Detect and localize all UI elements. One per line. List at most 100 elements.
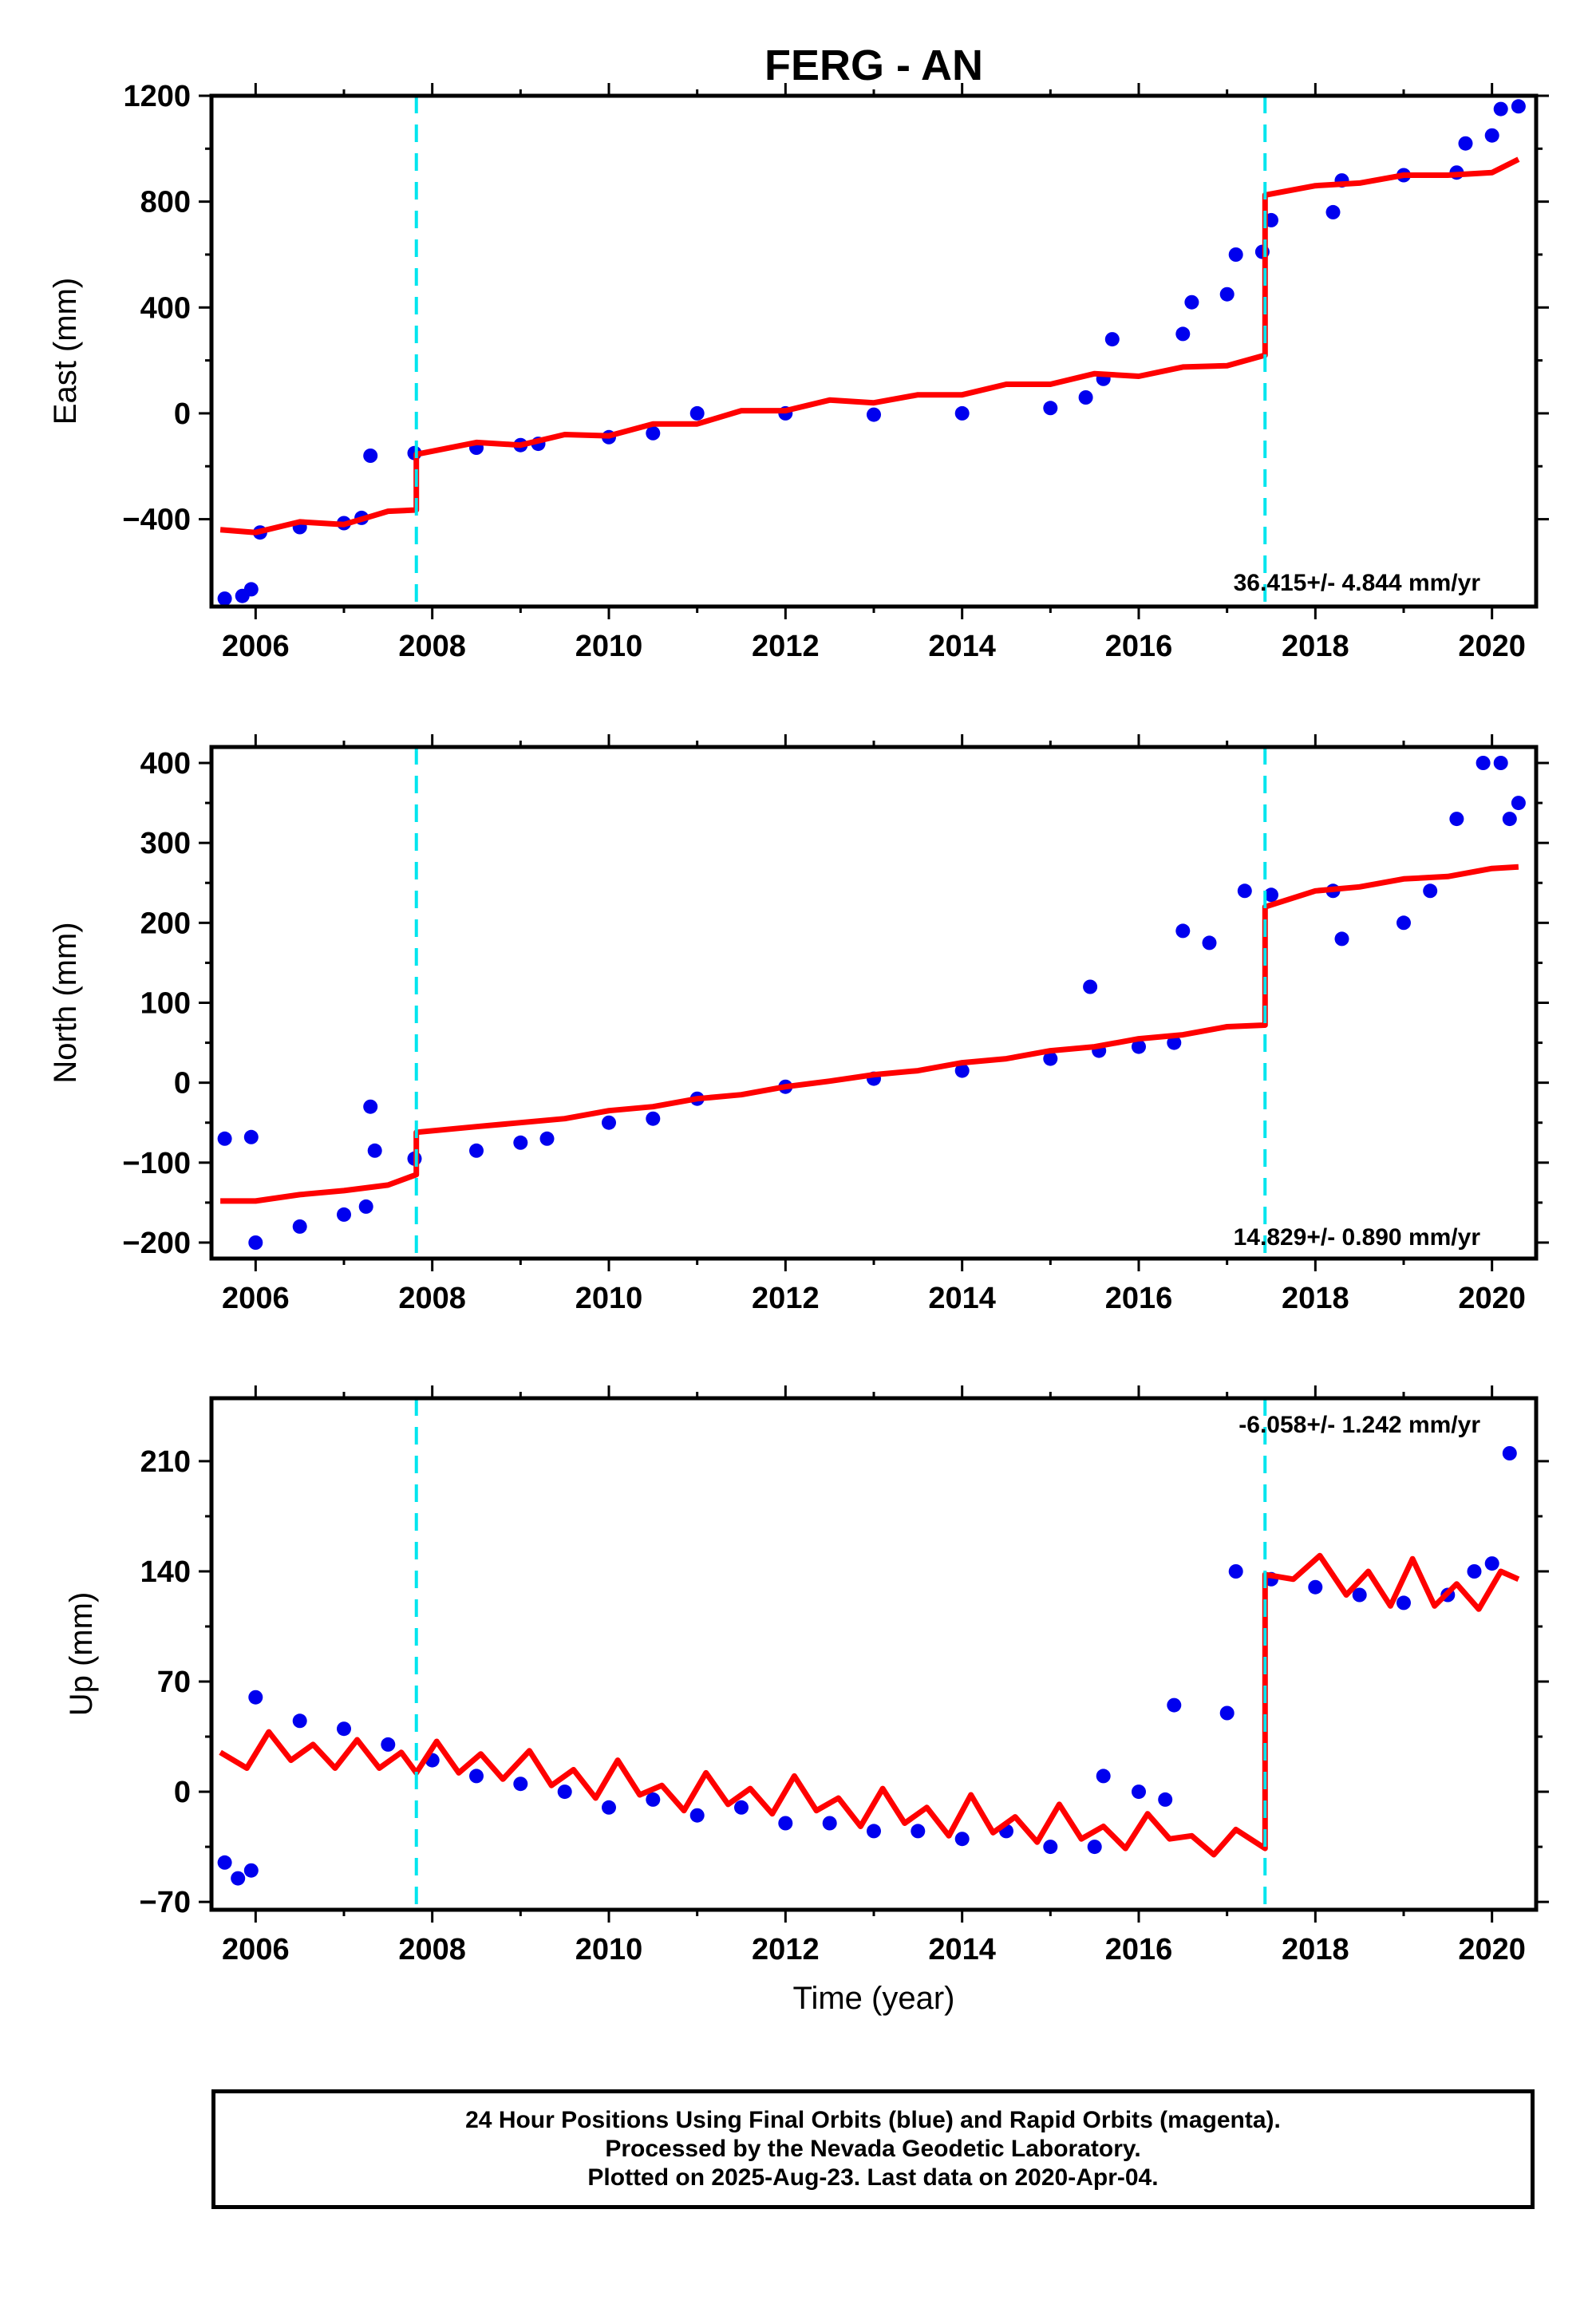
observation-point <box>367 1143 382 1158</box>
observation-point <box>1104 332 1120 347</box>
observation-point <box>248 1235 263 1250</box>
observation-point <box>513 1135 528 1150</box>
y-axis-label: East (mm) <box>48 278 83 425</box>
observation-point <box>1325 204 1341 219</box>
x-tick-label: 2020 <box>1458 1933 1526 1966</box>
x-tick-label: 2016 <box>1105 1933 1173 1966</box>
observation-point <box>1511 796 1526 811</box>
x-tick-label: 2010 <box>575 1282 643 1315</box>
y-tick-label: 0 <box>174 397 191 431</box>
y-tick-label: 800 <box>140 186 191 219</box>
x-tick-label: 2014 <box>928 1282 996 1315</box>
y-tick-label: 400 <box>140 747 191 781</box>
observation-point <box>1264 887 1278 903</box>
observation-point <box>217 1855 232 1870</box>
observation-point <box>1308 1579 1323 1595</box>
observation-point <box>778 1816 793 1831</box>
velocity-rate-label: 14.829+/- 0.890 mm/yr <box>1234 1224 1481 1251</box>
y-tick-label: 100 <box>140 987 191 1021</box>
y-tick-label: 200 <box>140 907 191 940</box>
observation-point <box>231 1871 246 1886</box>
observation-point <box>337 1721 351 1737</box>
footer-line-3: Plotted on 2025-Aug-23. Last data on 202… <box>587 2164 1159 2191</box>
x-tick-label: 2018 <box>1282 630 1349 663</box>
observation-point <box>243 1863 259 1878</box>
x-tick-label: 2020 <box>1458 630 1526 663</box>
observation-point <box>1476 756 1491 770</box>
x-tick-label: 2018 <box>1282 1282 1349 1315</box>
observation-point <box>469 1769 484 1784</box>
y-tick-label: −100 <box>122 1147 191 1180</box>
panel-3: 2006 2008 2010 2012 2014 2016 2018 2020 −70 0 70 14… <box>64 1385 1549 2016</box>
observation-point <box>1043 1840 1058 1855</box>
observation-point <box>1484 128 1499 143</box>
observation-point <box>1396 915 1411 931</box>
y-axis-label: Up (mm) <box>64 1592 99 1717</box>
observation-point <box>381 1737 396 1752</box>
x-tick-label: 2012 <box>752 630 820 663</box>
observation-point <box>646 425 661 441</box>
x-tick-label: 2016 <box>1105 630 1173 663</box>
x-tick-label: 2008 <box>398 1282 466 1315</box>
observation-point <box>1167 1035 1182 1050</box>
observation-point <box>1219 287 1235 302</box>
observation-point <box>1083 979 1098 994</box>
observation-point <box>1334 931 1349 947</box>
y-tick-label: 70 <box>157 1666 191 1699</box>
observation-point <box>1484 1556 1499 1571</box>
velocity-rate-label: -6.058+/- 1.242 mm/yr <box>1238 1412 1480 1438</box>
observation-point <box>1502 812 1517 827</box>
model-curve <box>219 1552 1520 1858</box>
model-curve <box>219 156 1520 536</box>
x-tick-label: 2016 <box>1105 1282 1173 1315</box>
x-tick-label: 2014 <box>928 1933 996 1966</box>
y-tick-label: −400 <box>122 504 191 537</box>
observation-point <box>954 405 970 421</box>
observation-point <box>513 1777 528 1792</box>
x-axis-label: Time (year) <box>793 1981 955 2016</box>
observation-point <box>363 1099 378 1114</box>
observation-point <box>217 591 232 607</box>
observation-point <box>1158 1792 1173 1807</box>
x-tick-label: 2006 <box>222 630 290 663</box>
x-tick-label: 2010 <box>575 630 643 663</box>
observation-point <box>1228 1564 1243 1579</box>
observation-point <box>1096 1769 1111 1784</box>
observation-point <box>954 1063 970 1078</box>
observation-point <box>292 1713 307 1729</box>
observation-point <box>1132 1784 1146 1800</box>
observation-point <box>646 1792 661 1807</box>
observation-point <box>248 1690 263 1705</box>
observation-point <box>1087 1840 1102 1855</box>
y-tick-label: 0 <box>174 1776 191 1809</box>
y-tick-label: 0 <box>174 1067 191 1101</box>
x-tick-label: 2008 <box>398 1933 466 1966</box>
y-axis-label: North (mm) <box>48 922 83 1083</box>
observation-point <box>1219 1705 1235 1721</box>
observation-point <box>734 1800 749 1815</box>
observation-point <box>557 1784 572 1800</box>
observation-point <box>243 1129 259 1144</box>
observation-point <box>911 1824 926 1839</box>
observation-point <box>1175 923 1191 939</box>
observation-point <box>867 1824 881 1839</box>
observation-point <box>1502 1446 1517 1460</box>
observation-point <box>1458 136 1473 151</box>
x-tick-label: 2006 <box>222 1282 290 1315</box>
y-tick-label: 400 <box>140 291 191 325</box>
panel-2-data <box>217 756 1526 1250</box>
observation-point <box>1043 401 1058 416</box>
x-tick-label: 2010 <box>575 1933 643 1966</box>
observation-point <box>602 1115 616 1130</box>
observation-point <box>1132 1039 1146 1054</box>
observation-point <box>1043 1051 1058 1066</box>
panel-2: 2006 2008 2010 2012 2014 2016 2018 2020 −200 −100… <box>48 734 1549 1315</box>
observation-point <box>822 1816 837 1831</box>
observation-point <box>1228 247 1243 262</box>
x-tick-label: 2018 <box>1282 1933 1349 1966</box>
chart-title: FERG - AN <box>764 41 983 89</box>
y-tick-label: −200 <box>122 1227 191 1260</box>
observation-point <box>1175 326 1191 342</box>
observation-point <box>954 1832 970 1847</box>
observation-point <box>1423 883 1438 899</box>
